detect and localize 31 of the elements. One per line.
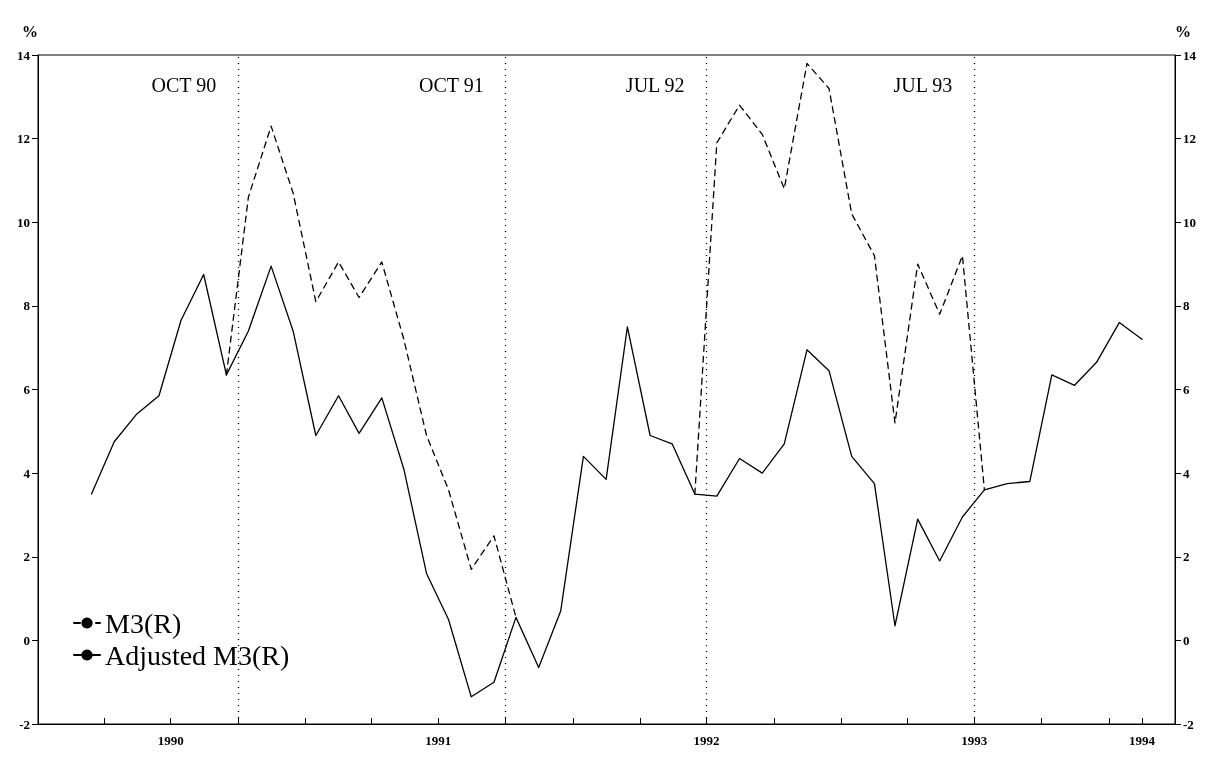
y-tick-label: 4 [23,465,31,481]
y2-tick-label: 0 [1183,632,1190,648]
y2-tick-label: 6 [1183,382,1190,397]
y2-tick-label: -2 [1183,716,1194,732]
x-tick-label: 1990 [157,733,184,748]
y-tick-label: 8 [23,298,31,314]
ref-line-label: JUL 93 [893,74,953,97]
ref-line-label: JUL 92 [625,74,685,97]
y2-tick-label: 10 [1183,214,1196,230]
y2-tick-label: 4 [1183,465,1190,481]
ref-line-label: OCT 91 [419,74,484,97]
y2-axis-title: % [1175,22,1191,40]
y-axis-title: % [22,22,38,40]
y-tick-label: -2 [19,716,30,732]
legend-label: Adjusted M3(R) [105,639,290,671]
y2-tick-label: 8 [1183,298,1190,314]
x-tick-label: 1992 [693,733,720,748]
y2-tick-label: 12 [1183,131,1196,147]
x-tick-label: 1993 [961,733,988,748]
y-tick-label: 0 [23,632,30,648]
y-tick-label: 12 [17,131,30,147]
y-tick-label: 10 [17,214,30,230]
x-tick-label: 1991 [425,733,452,748]
y-tick-label: 14 [17,47,31,63]
x-tick-label: 1994 [1129,733,1156,748]
y2-tick-label: 14 [1183,47,1197,63]
y2-tick-label: 2 [1183,549,1190,565]
ref-line-label: OCT 90 [151,74,217,97]
y-tick-label: 6 [23,382,31,397]
legend-label: M3(R) [105,607,182,639]
y-tick-label: 2 [23,549,30,565]
